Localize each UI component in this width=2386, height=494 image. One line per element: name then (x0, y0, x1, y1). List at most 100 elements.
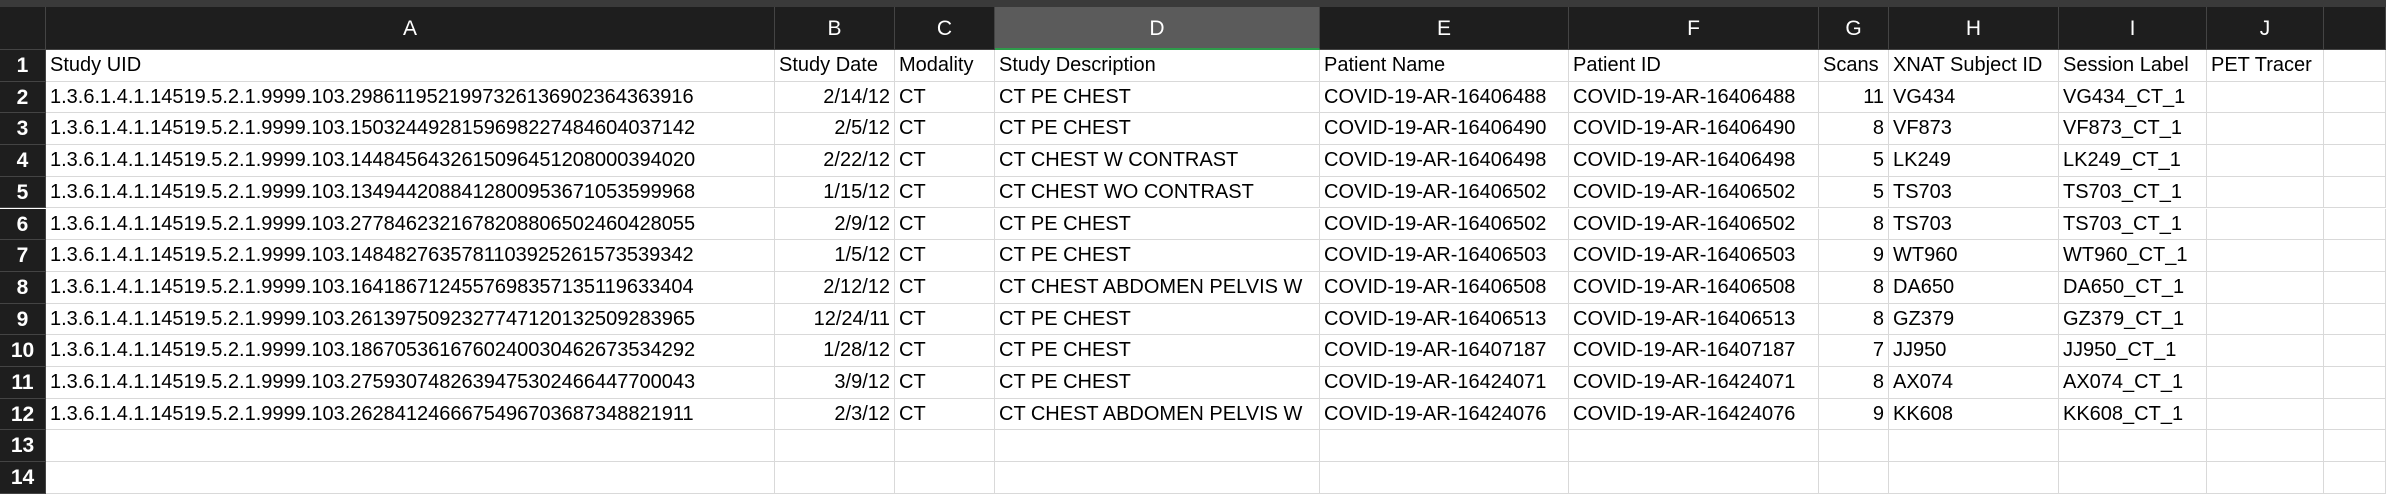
empty-cell[interactable] (2207, 240, 2324, 272)
row-header[interactable]: 9 (0, 303, 46, 336)
cell[interactable]: 2/22/12 (775, 145, 895, 177)
empty-cell[interactable] (2324, 176, 2386, 209)
cell[interactable]: 2/3/12 (775, 398, 895, 431)
cell[interactable]: COVID-19-AR-16406513 (1569, 303, 1819, 336)
empty-cell[interactable] (2324, 271, 2386, 304)
cell[interactable]: VG434_CT_1 (2059, 81, 2207, 114)
cell[interactable]: CT (895, 113, 995, 146)
empty-cell[interactable] (1320, 430, 1569, 463)
empty-cell[interactable] (2324, 462, 2386, 494)
empty-cell[interactable] (2207, 271, 2324, 304)
empty-cell[interactable] (2324, 145, 2386, 177)
empty-cell[interactable] (2324, 335, 2386, 367)
empty-cell[interactable] (1569, 430, 1819, 463)
cell[interactable]: Patient ID (1569, 50, 1819, 82)
empty-cell[interactable] (1819, 430, 1889, 463)
cell[interactable]: 1.3.6.1.4.1.14519.5.2.1.9999.103.2778462… (46, 208, 775, 241)
cell[interactable]: 1.3.6.1.4.1.14519.5.2.1.9999.103.1641867… (46, 271, 775, 304)
row-header[interactable]: 11 (0, 367, 46, 399)
empty-cell[interactable] (2324, 50, 2386, 82)
empty-cell[interactable] (2207, 398, 2324, 431)
row-header[interactable]: 7 (0, 240, 46, 272)
cell[interactable]: COVID-19-AR-16424071 (1569, 367, 1819, 399)
cell[interactable]: TS703 (1889, 176, 2059, 209)
empty-cell[interactable] (2207, 335, 2324, 367)
row-header[interactable]: 1 (0, 50, 46, 82)
cell[interactable]: TS703 (1889, 208, 2059, 241)
row-header[interactable]: 4 (0, 145, 46, 177)
cell[interactable]: Study Date (775, 50, 895, 82)
cell[interactable]: CT PE CHEST (995, 303, 1320, 336)
empty-cell[interactable] (2207, 113, 2324, 146)
cell[interactable]: 8 (1819, 271, 1889, 304)
empty-cell[interactable] (2207, 303, 2324, 336)
empty-cell[interactable] (1889, 462, 2059, 494)
row-header[interactable]: 12 (0, 398, 46, 431)
cell[interactable]: VF873 (1889, 113, 2059, 146)
cell[interactable]: COVID-19-AR-16406498 (1569, 145, 1819, 177)
empty-cell[interactable] (2207, 462, 2324, 494)
cell[interactable]: COVID-19-AR-16406490 (1320, 113, 1569, 146)
empty-cell[interactable] (2324, 208, 2386, 241)
cell[interactable]: GZ379 (1889, 303, 2059, 336)
cell[interactable]: LK249 (1889, 145, 2059, 177)
empty-cell[interactable] (895, 462, 995, 494)
cell[interactable]: DA650 (1889, 271, 2059, 304)
row-header[interactable]: 8 (0, 271, 46, 304)
column-header[interactable]: I (2059, 7, 2207, 50)
cell[interactable]: Study Description (995, 50, 1320, 82)
cell[interactable]: XNAT Subject ID (1889, 50, 2059, 82)
cell[interactable]: COVID-19-AR-16406502 (1569, 176, 1819, 209)
cell[interactable]: 1/28/12 (775, 335, 895, 367)
cell[interactable]: COVID-19-AR-16406503 (1569, 240, 1819, 272)
row-header[interactable]: 2 (0, 81, 46, 114)
empty-cell[interactable] (895, 430, 995, 463)
empty-cell[interactable] (1320, 462, 1569, 494)
cell[interactable]: LK249_CT_1 (2059, 145, 2207, 177)
empty-cell[interactable] (2324, 81, 2386, 114)
cell[interactable]: 11 (1819, 81, 1889, 114)
cell[interactable]: CT (895, 240, 995, 272)
column-header[interactable]: A (46, 7, 775, 50)
cell[interactable]: 1.3.6.1.4.1.14519.5.2.1.9999.103.1349442… (46, 176, 775, 209)
cell[interactable]: 2/5/12 (775, 113, 895, 146)
empty-cell[interactable] (2324, 367, 2386, 399)
cell[interactable]: 1.3.6.1.4.1.14519.5.2.1.9999.103.1448456… (46, 145, 775, 177)
cell[interactable]: 1.3.6.1.4.1.14519.5.2.1.9999.103.1503244… (46, 113, 775, 146)
empty-cell[interactable] (2324, 303, 2386, 336)
cell[interactable]: Patient Name (1320, 50, 1569, 82)
row-header[interactable]: 13 (0, 430, 46, 463)
cell[interactable]: COVID-19-AR-16406513 (1320, 303, 1569, 336)
row-header[interactable]: 3 (0, 113, 46, 146)
cell[interactable]: CT (895, 81, 995, 114)
cell[interactable]: AX074_CT_1 (2059, 367, 2207, 399)
cell[interactable]: CT PE CHEST (995, 113, 1320, 146)
cell[interactable]: COVID-19-AR-16406508 (1569, 271, 1819, 304)
cell[interactable]: PET Tracer (2207, 50, 2324, 82)
empty-cell[interactable] (2059, 462, 2207, 494)
cell[interactable]: 1.3.6.1.4.1.14519.5.2.1.9999.103.1484827… (46, 240, 775, 272)
cell[interactable]: KK608 (1889, 398, 2059, 431)
cell[interactable]: JJ950 (1889, 335, 2059, 367)
cell[interactable]: CT PE CHEST (995, 240, 1320, 272)
row-header[interactable]: 14 (0, 462, 46, 494)
column-header[interactable]: H (1889, 7, 2059, 50)
cell[interactable]: COVID-19-AR-16406488 (1320, 81, 1569, 114)
cell[interactable]: COVID-19-AR-16406503 (1320, 240, 1569, 272)
column-header[interactable]: B (775, 7, 895, 50)
empty-cell[interactable] (775, 462, 895, 494)
cell[interactable]: COVID-19-AR-16406490 (1569, 113, 1819, 146)
cell[interactable]: JJ950_CT_1 (2059, 335, 2207, 367)
cell[interactable]: TS703_CT_1 (2059, 176, 2207, 209)
column-header[interactable] (2324, 7, 2386, 50)
empty-cell[interactable] (2207, 81, 2324, 114)
cell[interactable]: 5 (1819, 176, 1889, 209)
cell[interactable]: VG434 (1889, 81, 2059, 114)
cell[interactable]: COVID-19-AR-16406488 (1569, 81, 1819, 114)
cell[interactable]: WT960_CT_1 (2059, 240, 2207, 272)
cell[interactable]: Study UID (46, 50, 775, 82)
column-header[interactable]: J (2207, 7, 2324, 50)
row-header[interactable]: 6 (0, 208, 46, 241)
cell[interactable]: CT PE CHEST (995, 367, 1320, 399)
cell[interactable]: 5 (1819, 145, 1889, 177)
